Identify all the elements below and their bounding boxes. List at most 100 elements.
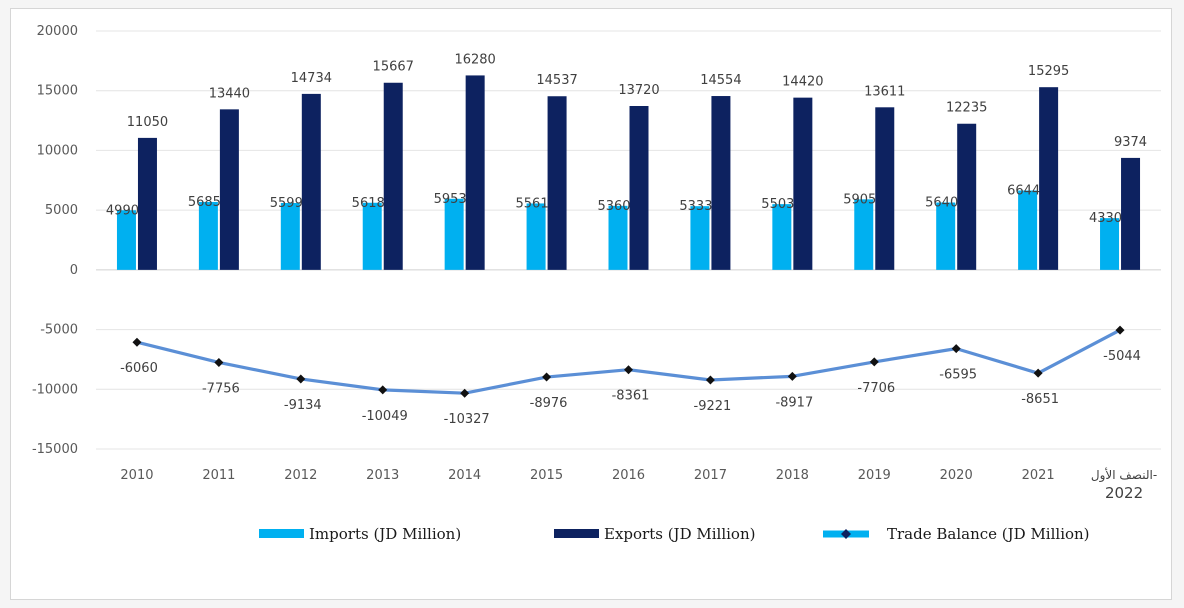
imports-bar — [362, 202, 382, 270]
x-tick-label: 2018 — [776, 468, 809, 483]
imports-data-label: 5905 — [843, 192, 876, 207]
trade-balance-point — [1033, 368, 1043, 378]
imports-data-label: 5561 — [516, 196, 549, 211]
exports-bar — [383, 82, 403, 270]
imports-bar — [854, 199, 874, 270]
trade-balance-point — [460, 388, 470, 398]
exports-data-label: 13720 — [618, 83, 659, 98]
trade-balance-point — [787, 371, 797, 381]
imports-bar — [1100, 218, 1120, 270]
legend-imports-label: Imports (JD Million) — [309, 525, 461, 543]
trade-balance-point — [296, 374, 306, 384]
imports-bar — [198, 201, 218, 270]
imports-data-label: 6644 — [1007, 184, 1040, 199]
imports-data-label: 4330 — [1089, 211, 1122, 226]
trade-balance-point — [951, 344, 961, 354]
trade-balance-point — [1115, 325, 1125, 335]
exports-data-label: 11050 — [127, 115, 168, 130]
legend-exports-swatch — [554, 529, 599, 538]
imports-data-label: 5953 — [434, 192, 467, 207]
x-tick-label: النصف الأول- — [1091, 467, 1157, 483]
trade-balance-data-label: -8361 — [612, 389, 650, 404]
exports-bar — [547, 96, 567, 270]
imports-data-label: 5503 — [761, 197, 794, 212]
exports-bar — [957, 123, 977, 270]
x-tick-label: 2021 — [1022, 468, 1055, 483]
x-tick-label: 2022 — [1105, 484, 1143, 502]
x-tick-label: 2010 — [120, 468, 153, 483]
imports-data-label: 5685 — [188, 195, 221, 210]
trade-balance-data-label: -8917 — [775, 395, 813, 410]
trade-balance-point — [214, 357, 224, 367]
trade-balance-data-label: -10049 — [362, 409, 408, 424]
y-tick-label: -5000 — [40, 323, 78, 338]
exports-bar — [301, 93, 321, 270]
x-tick-label: 2019 — [858, 468, 891, 483]
y-tick-label: -10000 — [32, 382, 78, 397]
imports-bar — [936, 202, 956, 270]
trade-balance-point — [132, 337, 142, 347]
y-tick-label: -15000 — [32, 442, 78, 457]
x-tick-label: 2017 — [694, 468, 727, 483]
trade-balance-data-label: -10327 — [444, 412, 490, 427]
trade-balance-line — [136, 328, 1121, 395]
trade-balance-point — [378, 385, 388, 395]
imports-bar — [526, 203, 546, 270]
x-tick-label: 2011 — [202, 468, 235, 483]
trade-balance-data-label: -6595 — [939, 368, 977, 383]
trade-balance-data-label: -6060 — [120, 361, 158, 376]
legend-exports-label: Exports (JD Million) — [604, 525, 755, 543]
x-tick-label: 2013 — [366, 468, 399, 483]
x-tick-label: 2012 — [284, 468, 317, 483]
exports-data-label: 13611 — [864, 84, 905, 99]
exports-data-label: 14537 — [536, 73, 577, 88]
exports-bar — [629, 106, 649, 270]
imports-bar — [116, 210, 136, 270]
x-tick-label: 2016 — [612, 468, 645, 483]
exports-bar — [711, 96, 731, 270]
exports-data-label: 15295 — [1028, 64, 1069, 79]
exports-bar — [793, 97, 813, 270]
exports-bar — [137, 137, 157, 270]
x-tick-label: 2015 — [530, 468, 563, 483]
x-tick-label: 2020 — [940, 468, 973, 483]
exports-bar — [1039, 87, 1059, 270]
legend-trade-balance-marker — [841, 529, 851, 539]
exports-data-label: 13440 — [209, 86, 250, 101]
legend-trade-balance-label: Trade Balance (JD Million) — [887, 525, 1090, 543]
exports-bar — [219, 109, 239, 270]
y-tick-label: 0 — [70, 263, 78, 278]
trade-balance-data-label: -8651 — [1021, 392, 1059, 407]
exports-bar — [1121, 157, 1141, 270]
trade-balance-data-label: -9134 — [284, 398, 322, 413]
imports-data-label: 5618 — [352, 196, 385, 211]
trade-balance-point — [705, 375, 715, 385]
exports-data-label: 14420 — [782, 75, 823, 90]
y-tick-label: 15000 — [37, 84, 78, 99]
exports-bar — [465, 75, 485, 270]
legend-imports-swatch — [259, 529, 304, 538]
trade-balance-point — [542, 372, 552, 382]
imports-bar — [1018, 190, 1038, 270]
exports-data-label: 16280 — [454, 52, 495, 67]
exports-data-label: 12235 — [946, 101, 987, 116]
exports-data-label: 15667 — [373, 60, 414, 75]
imports-bar — [444, 198, 464, 270]
imports-data-label: 4990 — [106, 203, 139, 218]
exports-data-label: 9374 — [1114, 135, 1147, 150]
trade-balance-point — [624, 365, 633, 375]
imports-bar — [280, 202, 300, 270]
trade-balance-data-label: -5044 — [1103, 349, 1141, 364]
trade-chart: 20000 15000 10000 5000 0 -5000 -10000 -15000 201… — [32, 24, 1161, 543]
exports-data-label: 14734 — [291, 71, 332, 86]
imports-bar — [690, 206, 710, 270]
trade-balance-data-label: -7706 — [857, 381, 895, 396]
y-tick-label: 20000 — [37, 24, 78, 39]
imports-data-label: 5360 — [597, 199, 630, 214]
imports-data-label: 5333 — [679, 199, 712, 214]
trade-balance-point — [869, 357, 879, 367]
imports-data-label: 5640 — [925, 195, 958, 210]
imports-data-label: 5599 — [270, 196, 303, 211]
imports-bar — [608, 205, 628, 270]
exports-data-label: 14554 — [700, 73, 741, 88]
